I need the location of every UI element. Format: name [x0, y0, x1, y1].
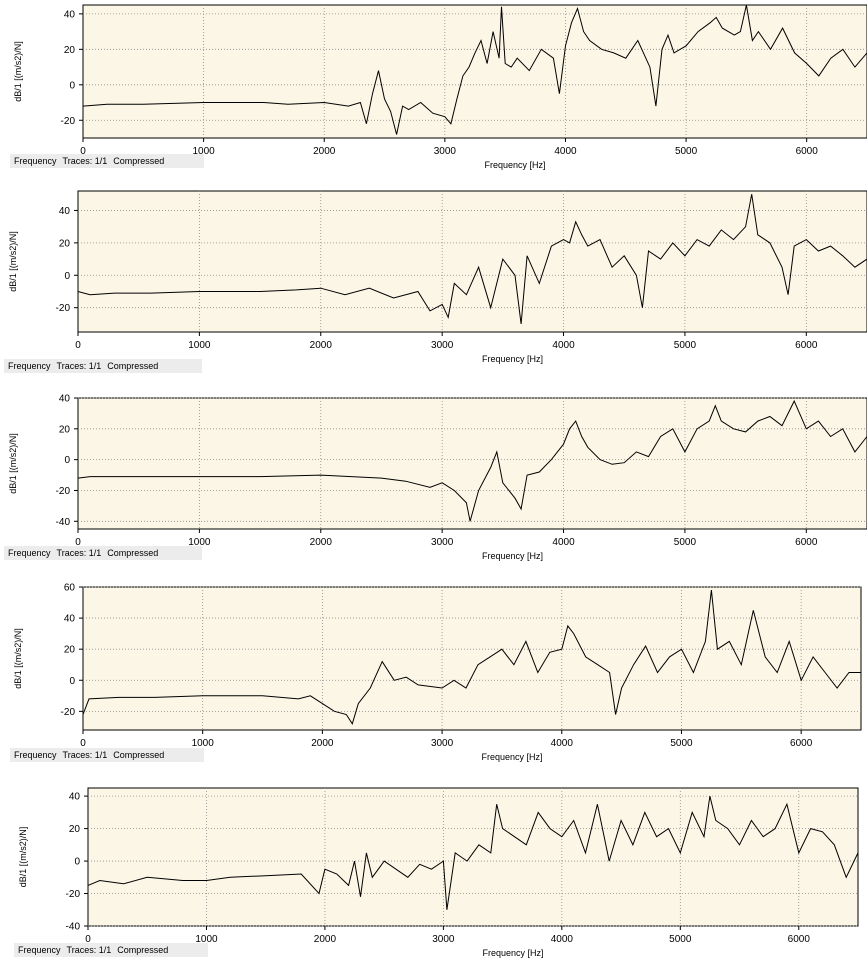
y-tick-label: 60 [64, 583, 76, 594]
y-tick-label: 40 [69, 792, 81, 803]
series-line-1 [77, 399, 867, 522]
y-axis-title: dB/1 [(m/s2)/N] [13, 628, 23, 689]
y-tick-label: 20 [64, 45, 76, 56]
x-tick-label: 2000 [314, 934, 337, 945]
x-tick-label: 2000 [310, 340, 333, 351]
x-tick-label: 2000 [313, 146, 336, 157]
footer-mode: Compressed [117, 945, 169, 955]
y-axis-title: dB/1 [(m/s2)/N] [8, 433, 18, 494]
y-tick-label: 0 [64, 271, 70, 282]
x-tick-label: 1000 [188, 340, 211, 351]
y-tick-label: 40 [59, 206, 71, 217]
footer-traces: Traces: 1/1 [66, 945, 112, 955]
series-line-1 [82, 4, 867, 135]
x-tick-label: 5000 [675, 146, 698, 157]
footer-mode: Compressed [113, 750, 165, 760]
y-tick-label: 40 [59, 394, 71, 405]
x-tick-label: 0 [75, 340, 81, 351]
x-tick-label: 3000 [431, 537, 454, 548]
y-tick-label: 0 [74, 857, 80, 868]
plot-area [77, 190, 867, 333]
y-tick-label: 40 [64, 9, 76, 20]
x-axis-title: Frequency [Hz] [482, 354, 543, 364]
y-axis-title: dB/1 [(m/s2)/N] [13, 41, 23, 102]
y-tick-label: -40 [56, 517, 71, 528]
footer-mode: Compressed [113, 156, 165, 166]
footer-label: Frequency [14, 750, 57, 760]
x-axis-title: Frequency [Hz] [481, 752, 542, 762]
plot-area [87, 787, 859, 927]
plot-area [82, 4, 867, 139]
y-tick-label: 20 [59, 238, 71, 249]
trace-footer: Frequency Traces: 1/1 Compressed [10, 154, 204, 168]
series-line-1 [77, 194, 867, 324]
series-line-1 [82, 590, 861, 725]
y-axis-title: dB/1 [(m/s2)/N] [8, 231, 18, 292]
y-axis-title: dB/1 [(m/s2)/N] [18, 827, 28, 888]
x-tick-label: 3000 [434, 146, 457, 157]
footer-mode: Compressed [107, 548, 159, 558]
footer-label: Frequency [18, 945, 61, 955]
y-tick-label: 0 [69, 676, 75, 687]
x-tick-label: 6000 [796, 146, 819, 157]
x-tick-label: 5000 [674, 537, 697, 548]
x-tick-label: 3000 [432, 934, 455, 945]
x-tick-label: 6000 [795, 537, 818, 548]
plot-area [77, 397, 867, 530]
x-tick-label: 3000 [431, 340, 454, 351]
series-line-1 [87, 795, 859, 910]
footer-traces: Traces: 1/1 [62, 750, 108, 760]
trace-footer: Frequency Traces: 1/1 Compressed [10, 748, 204, 762]
x-tick-label: 5000 [674, 340, 697, 351]
footer-traces: Traces: 1/1 [56, 548, 102, 558]
x-tick-label: 6000 [788, 934, 811, 945]
footer-mode: Compressed [107, 361, 159, 371]
x-axis-title: Frequency [Hz] [482, 948, 543, 958]
y-tick-label: 20 [64, 645, 76, 656]
y-tick-label: -20 [56, 303, 71, 314]
x-tick-label: 5000 [670, 738, 693, 749]
footer-traces: Traces: 1/1 [62, 156, 108, 166]
x-tick-label: 6000 [795, 340, 818, 351]
x-tick-label: 2000 [310, 537, 333, 548]
footer-label: Frequency [8, 548, 51, 558]
y-tick-label: 20 [59, 424, 71, 435]
x-tick-label: 3000 [431, 738, 454, 749]
y-tick-label: 0 [69, 80, 75, 91]
footer-label: Frequency [8, 361, 51, 371]
y-tick-label: -20 [56, 486, 71, 497]
trace-footer: Frequency Traces: 1/1 Compressed [14, 943, 208, 957]
x-tick-label: 4000 [551, 738, 574, 749]
x-tick-label: 4000 [554, 146, 577, 157]
x-tick-label: 4000 [552, 340, 575, 351]
y-tick-label: 0 [64, 455, 70, 466]
y-tick-label: -20 [61, 707, 76, 718]
y-tick-label: -20 [66, 889, 81, 900]
x-axis-title: Frequency [Hz] [482, 551, 543, 561]
x-tick-label: 2000 [311, 738, 334, 749]
footer-traces: Traces: 1/1 [56, 361, 102, 371]
x-axis-title: Frequency [Hz] [484, 160, 545, 170]
footer-label: Frequency [14, 156, 57, 166]
x-tick-label: 6000 [790, 738, 813, 749]
y-tick-label: -40 [66, 922, 81, 933]
trace-footer: Frequency Traces: 1/1 Compressed [4, 546, 202, 560]
y-tick-label: 20 [69, 824, 81, 835]
plot-area [82, 586, 862, 731]
trace-footer: Frequency Traces: 1/1 Compressed [4, 359, 202, 373]
x-tick-label: 4000 [552, 537, 575, 548]
y-tick-label: 40 [64, 614, 76, 625]
y-tick-label: -20 [61, 116, 76, 127]
x-tick-label: 4000 [551, 934, 574, 945]
x-tick-label: 5000 [669, 934, 692, 945]
